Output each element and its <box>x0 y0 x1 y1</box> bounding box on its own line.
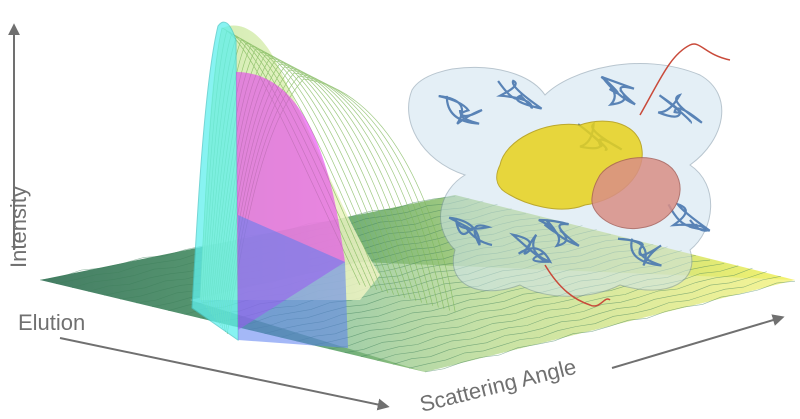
protein-ribbon <box>448 216 493 247</box>
blue-overlap-slice <box>238 215 348 348</box>
protein-ribbon <box>617 237 662 267</box>
protein-ribbon <box>538 218 580 248</box>
elution-axis-label: Elution <box>18 310 85 335</box>
cyan-slice <box>191 21 239 341</box>
protein-ribbon <box>667 202 711 232</box>
mesh-line <box>408 276 781 369</box>
intensity-axis-label: Intensity <box>6 186 31 268</box>
pink-domain <box>591 157 681 230</box>
scattering-angle-axis-arrow <box>611 314 785 369</box>
mesh-line <box>392 271 767 365</box>
protein-structure-illustration <box>408 43 731 307</box>
protein-ribbon <box>438 95 483 125</box>
mesh-line <box>424 280 796 373</box>
protein-ribbon <box>509 232 553 264</box>
elution-axis-arrow <box>59 337 390 411</box>
protein-ribbon <box>496 79 543 110</box>
protein-ribbon <box>600 75 636 106</box>
protein-ribbon <box>657 93 703 124</box>
mesh-line <box>376 267 753 361</box>
